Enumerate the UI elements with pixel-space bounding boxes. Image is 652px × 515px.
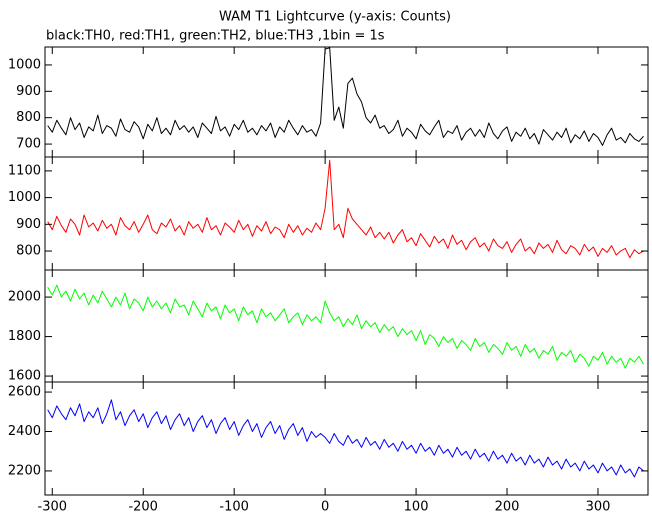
light-curve (47, 399, 644, 478)
y-tick-label: 2600 (8, 385, 41, 400)
y-tick-label: 1000 (8, 57, 41, 72)
light-curve (47, 159, 644, 259)
y-tick-label: 1100 (8, 163, 41, 178)
y-tick-label: 700 (16, 137, 41, 152)
x-tick-label: 0 (321, 500, 329, 515)
x-tick-label: -100 (219, 500, 249, 515)
panel-frame (44, 381, 649, 496)
x-tick-label: -300 (38, 500, 68, 515)
x-tick-label: 100 (404, 500, 429, 515)
y-tick-label: 800 (16, 110, 41, 125)
x-tick-label: -200 (128, 500, 158, 515)
y-tick-label: 2000 (8, 290, 41, 305)
light-curve (47, 284, 644, 369)
light-curve (47, 47, 644, 146)
chart-title: WAM T1 Lightcurve (y-axis: Counts) (219, 10, 451, 25)
x-tick-label: 200 (495, 500, 520, 515)
x-tick-label: 300 (586, 500, 611, 515)
panel-frame (44, 269, 649, 383)
y-tick-label: 900 (16, 217, 41, 232)
y-tick-label: 900 (16, 84, 41, 99)
chart-subtitle: black:TH0, red:TH1, green:TH2, blue:TH3 … (46, 29, 385, 44)
y-tick-label: 2400 (8, 424, 41, 439)
y-tick-label: 2200 (8, 463, 41, 478)
y-tick-label: 1600 (8, 369, 41, 384)
y-tick-label: 1800 (8, 329, 41, 344)
panel-frame (44, 46, 649, 158)
y-tick-label: 1000 (8, 190, 41, 205)
y-tick-label: 800 (16, 244, 41, 259)
panel-frame (44, 156, 649, 271)
